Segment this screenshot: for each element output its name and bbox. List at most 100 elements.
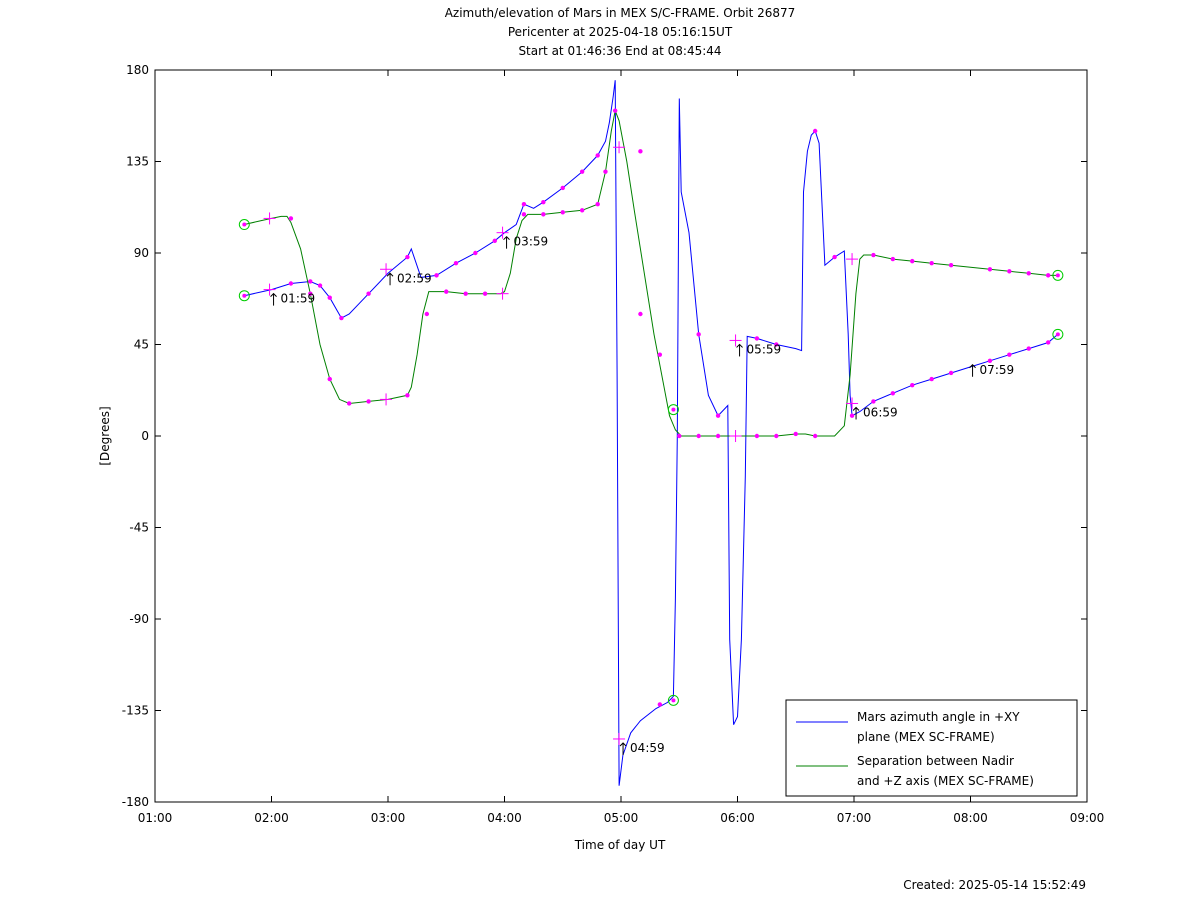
annotation-label: 06:59 — [863, 405, 898, 419]
marker-dot — [987, 358, 993, 363]
marker-dot — [1045, 340, 1051, 345]
series-layer — [244, 80, 1059, 786]
annotation-arrow-head — [852, 406, 860, 411]
marker-circle — [238, 290, 250, 302]
marker-circle-dot — [242, 222, 247, 227]
marker-dot — [715, 413, 721, 418]
chart-title-line-1: Azimuth/elevation of Mars in MEX S/C-FRA… — [445, 6, 796, 20]
annotation-label: 03:59 — [514, 235, 549, 249]
annotation-arrow-head — [386, 272, 394, 277]
marker-dot — [366, 399, 371, 404]
annotation-arrow-head — [503, 235, 510, 241]
chart-title-line-2: Pericenter at 2025-04-18 05:16:15UT — [508, 25, 733, 39]
series-line-separation — [244, 108, 1058, 437]
legend-label-azimuth-line-2: plane (MEX SC-FRAME) — [857, 730, 995, 744]
marker-dot — [444, 289, 449, 294]
marker-plus — [496, 287, 509, 300]
marker-dot — [774, 433, 779, 439]
marker-dot — [339, 315, 344, 321]
marker-plus — [380, 393, 393, 406]
marker-plus — [846, 397, 859, 410]
marker-dot — [754, 336, 760, 341]
marker-circle — [667, 694, 679, 706]
marker-dot — [1007, 269, 1012, 274]
marker-dot — [849, 413, 855, 418]
marker-dot — [560, 210, 565, 215]
marker-dot — [987, 267, 993, 272]
marker-dot — [948, 263, 954, 268]
time-annotation: 06:59 — [852, 405, 898, 420]
marker-dot — [595, 153, 600, 158]
marker-dot — [1045, 273, 1051, 278]
marker-dot — [890, 391, 896, 396]
marker-dot — [288, 216, 294, 221]
marker-plus — [263, 283, 276, 296]
annotation-arrow-head — [270, 292, 277, 297]
marker-plus — [846, 253, 859, 266]
x-axis: 01:00 02:00 03:00 04:00 05:00 06:00 07:00 08:00… — [138, 70, 1105, 825]
marker-circle — [1052, 269, 1064, 281]
marker-dot — [696, 332, 701, 337]
marker-dot — [560, 185, 565, 191]
y-tick-label: 45 — [134, 338, 149, 352]
chart-title-line-3: Start at 01:46:36 End at 08:45:44 — [518, 44, 721, 58]
marker-circle-dot — [1055, 332, 1060, 337]
marker-dot — [612, 108, 618, 113]
marker-dot — [595, 202, 600, 207]
y-tick-label: 180 — [126, 63, 149, 77]
marker-dot — [346, 401, 352, 406]
marker-dot — [774, 342, 779, 347]
x-axis-label: Time of day UT — [574, 838, 666, 852]
marker-dot — [715, 433, 721, 439]
marker-dot — [657, 352, 663, 357]
y-tick-label: -45 — [129, 521, 149, 535]
annotation-label: 05:59 — [747, 342, 782, 356]
annotation-arrow-head — [736, 343, 743, 348]
marker-circle — [238, 219, 250, 231]
x-tick-label: 09:00 — [1070, 811, 1105, 825]
marker-dot — [521, 202, 527, 207]
marker-dot — [308, 279, 313, 284]
marker-dot — [696, 433, 701, 439]
marker-circle-dot — [671, 698, 676, 703]
marker-dot — [638, 149, 643, 154]
x-tick-label: 03:00 — [371, 811, 406, 825]
annotation-layer: 01:59 02:59 03:59 04:59 05:59 06:59 07:59 — [270, 235, 1014, 755]
marker-dot — [832, 254, 837, 260]
marker-circle-dot — [1055, 273, 1060, 278]
y-axis: 180 135 90 45 0 -45 -90 -135 -180 — [122, 63, 1087, 809]
marker-circle-dot — [242, 293, 247, 298]
marker-dot — [424, 311, 430, 317]
marker-dot — [638, 311, 643, 317]
y-tick-label: 90 — [134, 246, 149, 260]
y-tick-label: 0 — [141, 429, 149, 443]
marker-dot — [492, 238, 497, 243]
marker-dot — [473, 250, 478, 256]
marker-layer — [238, 108, 1064, 745]
legend-label-separation-line-1: Separation between Nadir — [857, 754, 1014, 768]
marker-dot — [453, 260, 459, 266]
legend-label-separation-line-2: and +Z axis (MEX SC-FRAME) — [857, 774, 1034, 788]
marker-circle-dot — [671, 407, 676, 412]
time-annotation: 07:59 — [969, 363, 1014, 377]
time-annotation: 04:59 — [619, 741, 665, 755]
marker-dot — [579, 208, 585, 213]
time-annotation: 01:59 — [270, 292, 316, 306]
annotation-label: 02:59 — [397, 271, 432, 285]
marker-dot — [405, 393, 410, 398]
plot-area — [154, 69, 1088, 803]
legend-label-azimuth-line-1: Mars azimuth angle in +XY — [857, 710, 1020, 724]
annotation-label: 01:59 — [281, 292, 316, 306]
marker-dot — [929, 260, 934, 266]
marker-plus — [380, 263, 393, 276]
marker-dot — [366, 291, 371, 296]
time-annotation: 05:59 — [736, 342, 782, 357]
marker-dot — [308, 291, 313, 296]
x-tick-label: 06:00 — [720, 811, 755, 825]
marker-dot — [603, 169, 608, 174]
x-tick-label: 04:00 — [487, 811, 522, 825]
marker-plus — [613, 732, 626, 745]
marker-dot — [910, 258, 915, 264]
marker-dot — [793, 431, 798, 437]
marker-circle — [1052, 328, 1064, 340]
